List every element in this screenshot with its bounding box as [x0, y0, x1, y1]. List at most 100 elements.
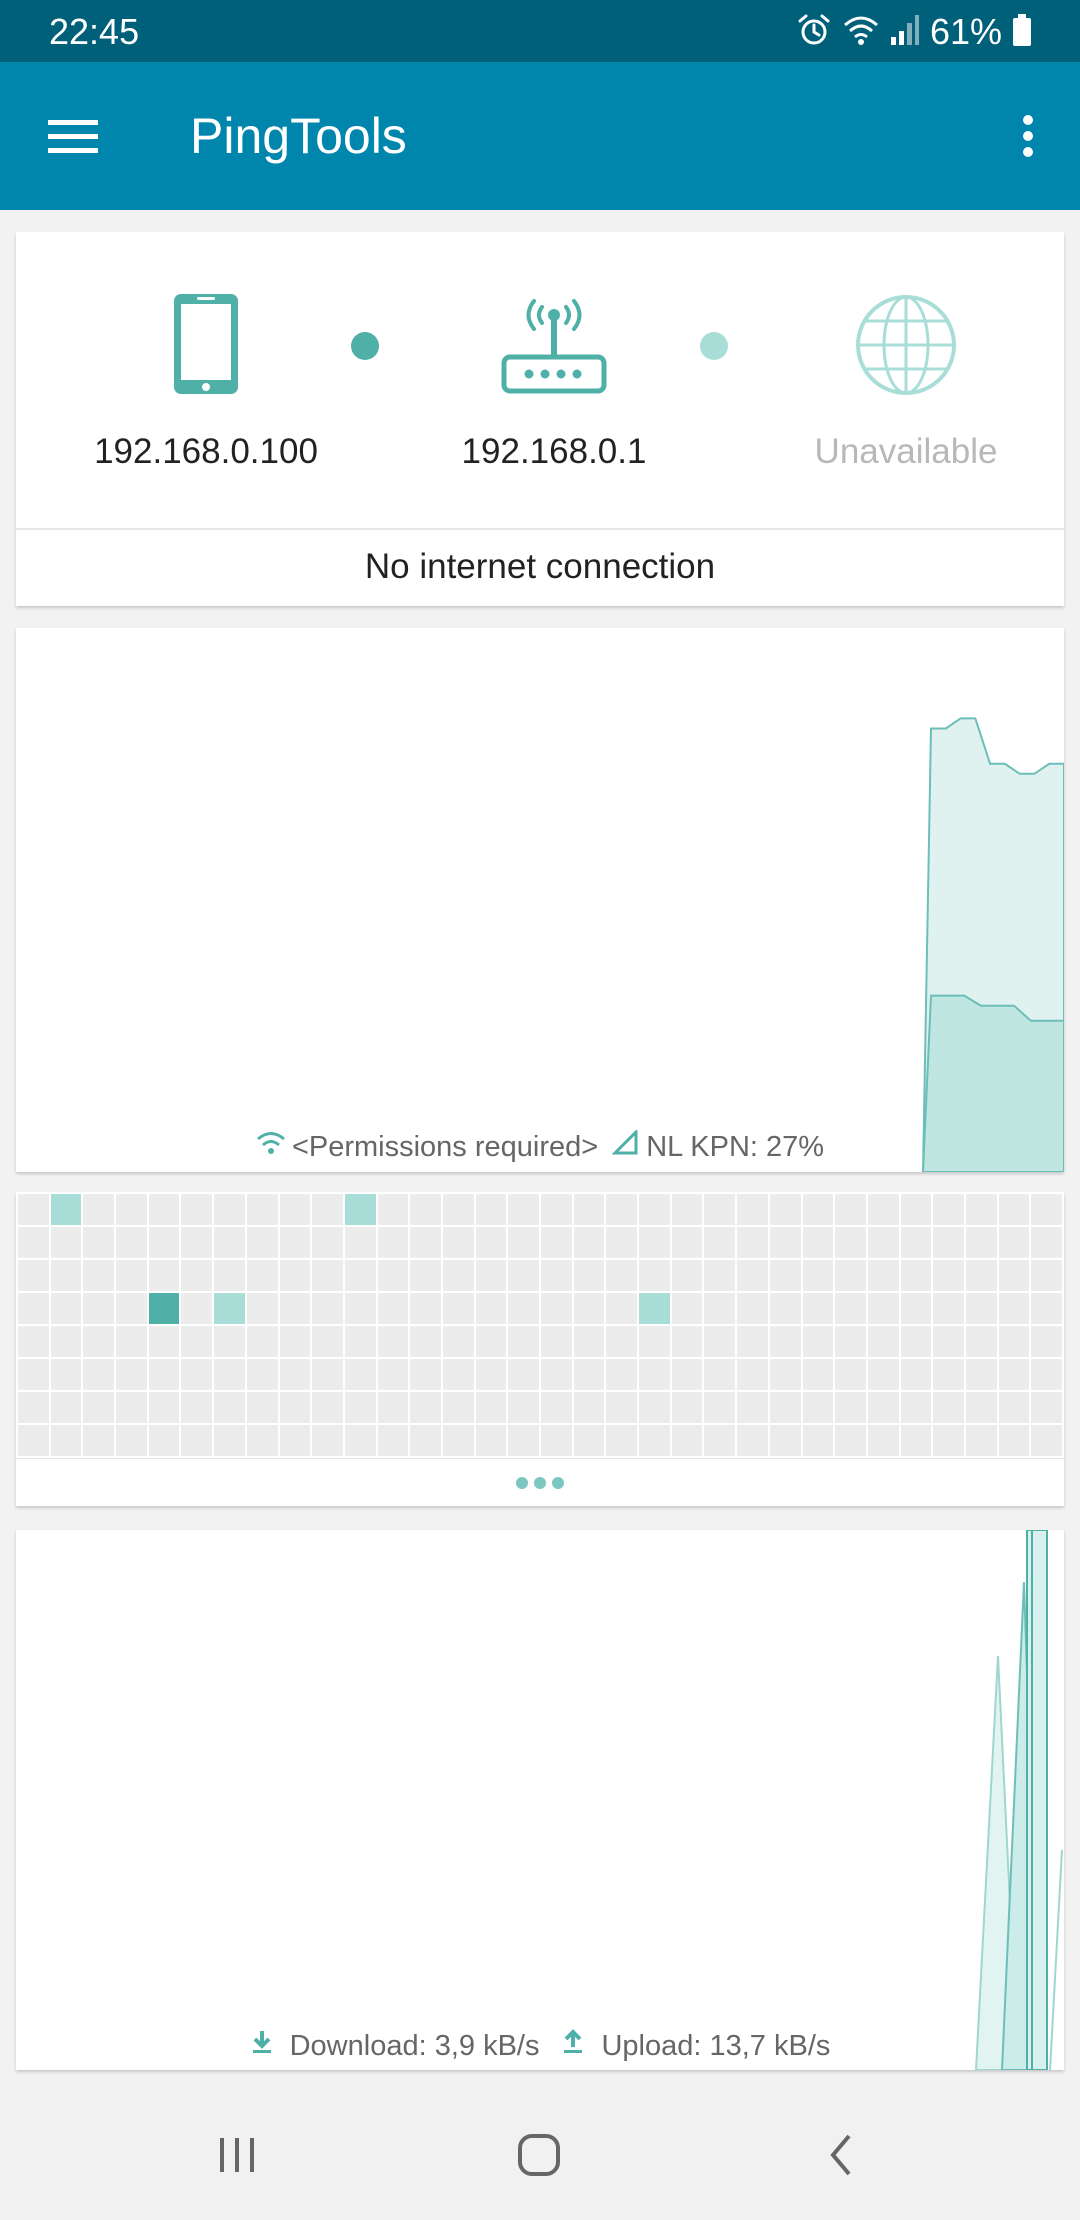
- heatmap-cell: [508, 1392, 539, 1423]
- heatmap-cell: [18, 1425, 49, 1456]
- heatmap-cell: [475, 1326, 507, 1357]
- heatmap-cell: [312, 1359, 343, 1390]
- heatmap-cell: [998, 1425, 1030, 1456]
- heatmap-cell: [475, 1425, 507, 1456]
- heatmap-cell: [214, 1227, 245, 1258]
- heatmap-cell: [606, 1392, 638, 1423]
- heatmap-cell: [18, 1392, 49, 1423]
- heatmap-cell: [965, 1227, 997, 1258]
- router-node[interactable]: 192.168.0.1: [404, 292, 704, 492]
- heatmap-cell: [802, 1392, 834, 1423]
- heatmap-cell: [344, 1326, 376, 1357]
- heatmap-cell: [50, 1227, 82, 1258]
- heatmap-cell: [573, 1293, 605, 1324]
- heatmap-cell: [802, 1293, 834, 1324]
- internet-node[interactable]: Unavailable: [756, 292, 1056, 492]
- heatmap-cell: [965, 1425, 997, 1456]
- heatmap-cell: [279, 1359, 311, 1390]
- heatmap-cell: [671, 1227, 703, 1258]
- heatmap-cell: [508, 1326, 539, 1357]
- heatmap-cell: [116, 1326, 147, 1357]
- heatmap-cell: [344, 1425, 376, 1456]
- heatmap-cell: [606, 1425, 638, 1456]
- heatmap-cell: [148, 1260, 180, 1291]
- back-icon[interactable]: [791, 2120, 891, 2190]
- heatmap-cell: [50, 1359, 82, 1390]
- signal-graph-card[interactable]: <Permissions required> NL KPN: 27%: [16, 628, 1064, 1172]
- heatmap-cell: [867, 1194, 899, 1225]
- heatmap-cell: [933, 1359, 964, 1390]
- heatmap-cell: [116, 1194, 147, 1225]
- heatmap-cell: [998, 1260, 1030, 1291]
- heatmap-cell: [442, 1359, 474, 1390]
- heatmap-cell: [148, 1425, 180, 1456]
- heatmap-cell: [802, 1425, 834, 1456]
- heatmap-cell: [181, 1425, 213, 1456]
- app-bar: PingTools: [0, 62, 1080, 210]
- heatmap-cell: [737, 1392, 768, 1423]
- heatmap-cell: [998, 1293, 1030, 1324]
- heatmap-cell: [639, 1227, 670, 1258]
- heatmap-cell: [410, 1359, 441, 1390]
- recent-apps-icon[interactable]: [187, 2120, 287, 2190]
- connection-dot-2: [700, 332, 728, 360]
- heatmap-cell: [900, 1326, 932, 1357]
- heatmap-cell: [1031, 1326, 1062, 1357]
- heatmap-cell: [933, 1326, 964, 1357]
- device-ip: 192.168.0.100: [94, 432, 318, 471]
- heatmap-cell: [737, 1260, 768, 1291]
- more-dots-icon[interactable]: [16, 1458, 1064, 1506]
- heatmap-cell: [933, 1227, 964, 1258]
- heatmap-cell: [410, 1293, 441, 1324]
- heatmap-cell: [214, 1326, 245, 1357]
- heatmap-cell: [83, 1260, 115, 1291]
- heatmap-cell: [704, 1194, 736, 1225]
- heatmap-cell: [148, 1227, 180, 1258]
- heatmap-cell: [737, 1227, 768, 1258]
- heatmap-cell: [377, 1425, 409, 1456]
- heatmap-cell: [377, 1260, 409, 1291]
- heatmap-cell: [704, 1326, 736, 1357]
- heatmap-cell: [18, 1326, 49, 1357]
- heatmap-cell: [835, 1425, 866, 1456]
- heatmap-cell: [377, 1392, 409, 1423]
- heatmap-cell: [965, 1260, 997, 1291]
- device-node[interactable]: 192.168.0.100: [56, 292, 356, 492]
- heatmap-cell: [312, 1425, 343, 1456]
- traffic-graph-card[interactable]: Download: 3,9 kB/s Upload: 13,7 kB/s: [16, 1530, 1064, 2070]
- heatmap-cell: [116, 1359, 147, 1390]
- heatmap-cell: [50, 1326, 82, 1357]
- router-icon: [501, 291, 607, 402]
- heatmap-cell: [312, 1326, 343, 1357]
- heatmap-cell: [377, 1359, 409, 1390]
- heatmap-cell: [442, 1260, 474, 1291]
- heatmap-cell: [181, 1260, 213, 1291]
- heatmap-cell: [671, 1425, 703, 1456]
- heatmap-cell: [508, 1194, 539, 1225]
- heatmap-cell: [181, 1392, 213, 1423]
- channel-grid-card[interactable]: [16, 1192, 1064, 1506]
- channel-heatmap: [16, 1192, 1064, 1458]
- more-vertical-icon[interactable]: [998, 100, 1058, 172]
- heatmap-cell: [867, 1260, 899, 1291]
- heatmap-cell: [181, 1227, 213, 1258]
- hamburger-menu-icon[interactable]: [34, 100, 112, 172]
- home-icon[interactable]: [489, 2120, 589, 2190]
- heatmap-cell: [573, 1425, 605, 1456]
- heatmap-cell: [933, 1392, 964, 1423]
- heatmap-cell: [541, 1326, 572, 1357]
- heatmap-cell: [312, 1260, 343, 1291]
- heatmap-cell: [900, 1359, 932, 1390]
- heatmap-cell: [541, 1359, 572, 1390]
- heatmap-cell: [606, 1326, 638, 1357]
- heatmap-cell: [246, 1392, 278, 1423]
- heatmap-cell: [867, 1359, 899, 1390]
- heatmap-cell: [704, 1260, 736, 1291]
- heatmap-cell: [344, 1359, 376, 1390]
- heatmap-cell: [933, 1425, 964, 1456]
- heatmap-cell: [442, 1392, 474, 1423]
- heatmap-cell: [18, 1359, 49, 1390]
- heatmap-cell: [246, 1359, 278, 1390]
- heatmap-cell: [214, 1392, 245, 1423]
- network-card[interactable]: 192.168.0.100 192.168.: [16, 232, 1064, 606]
